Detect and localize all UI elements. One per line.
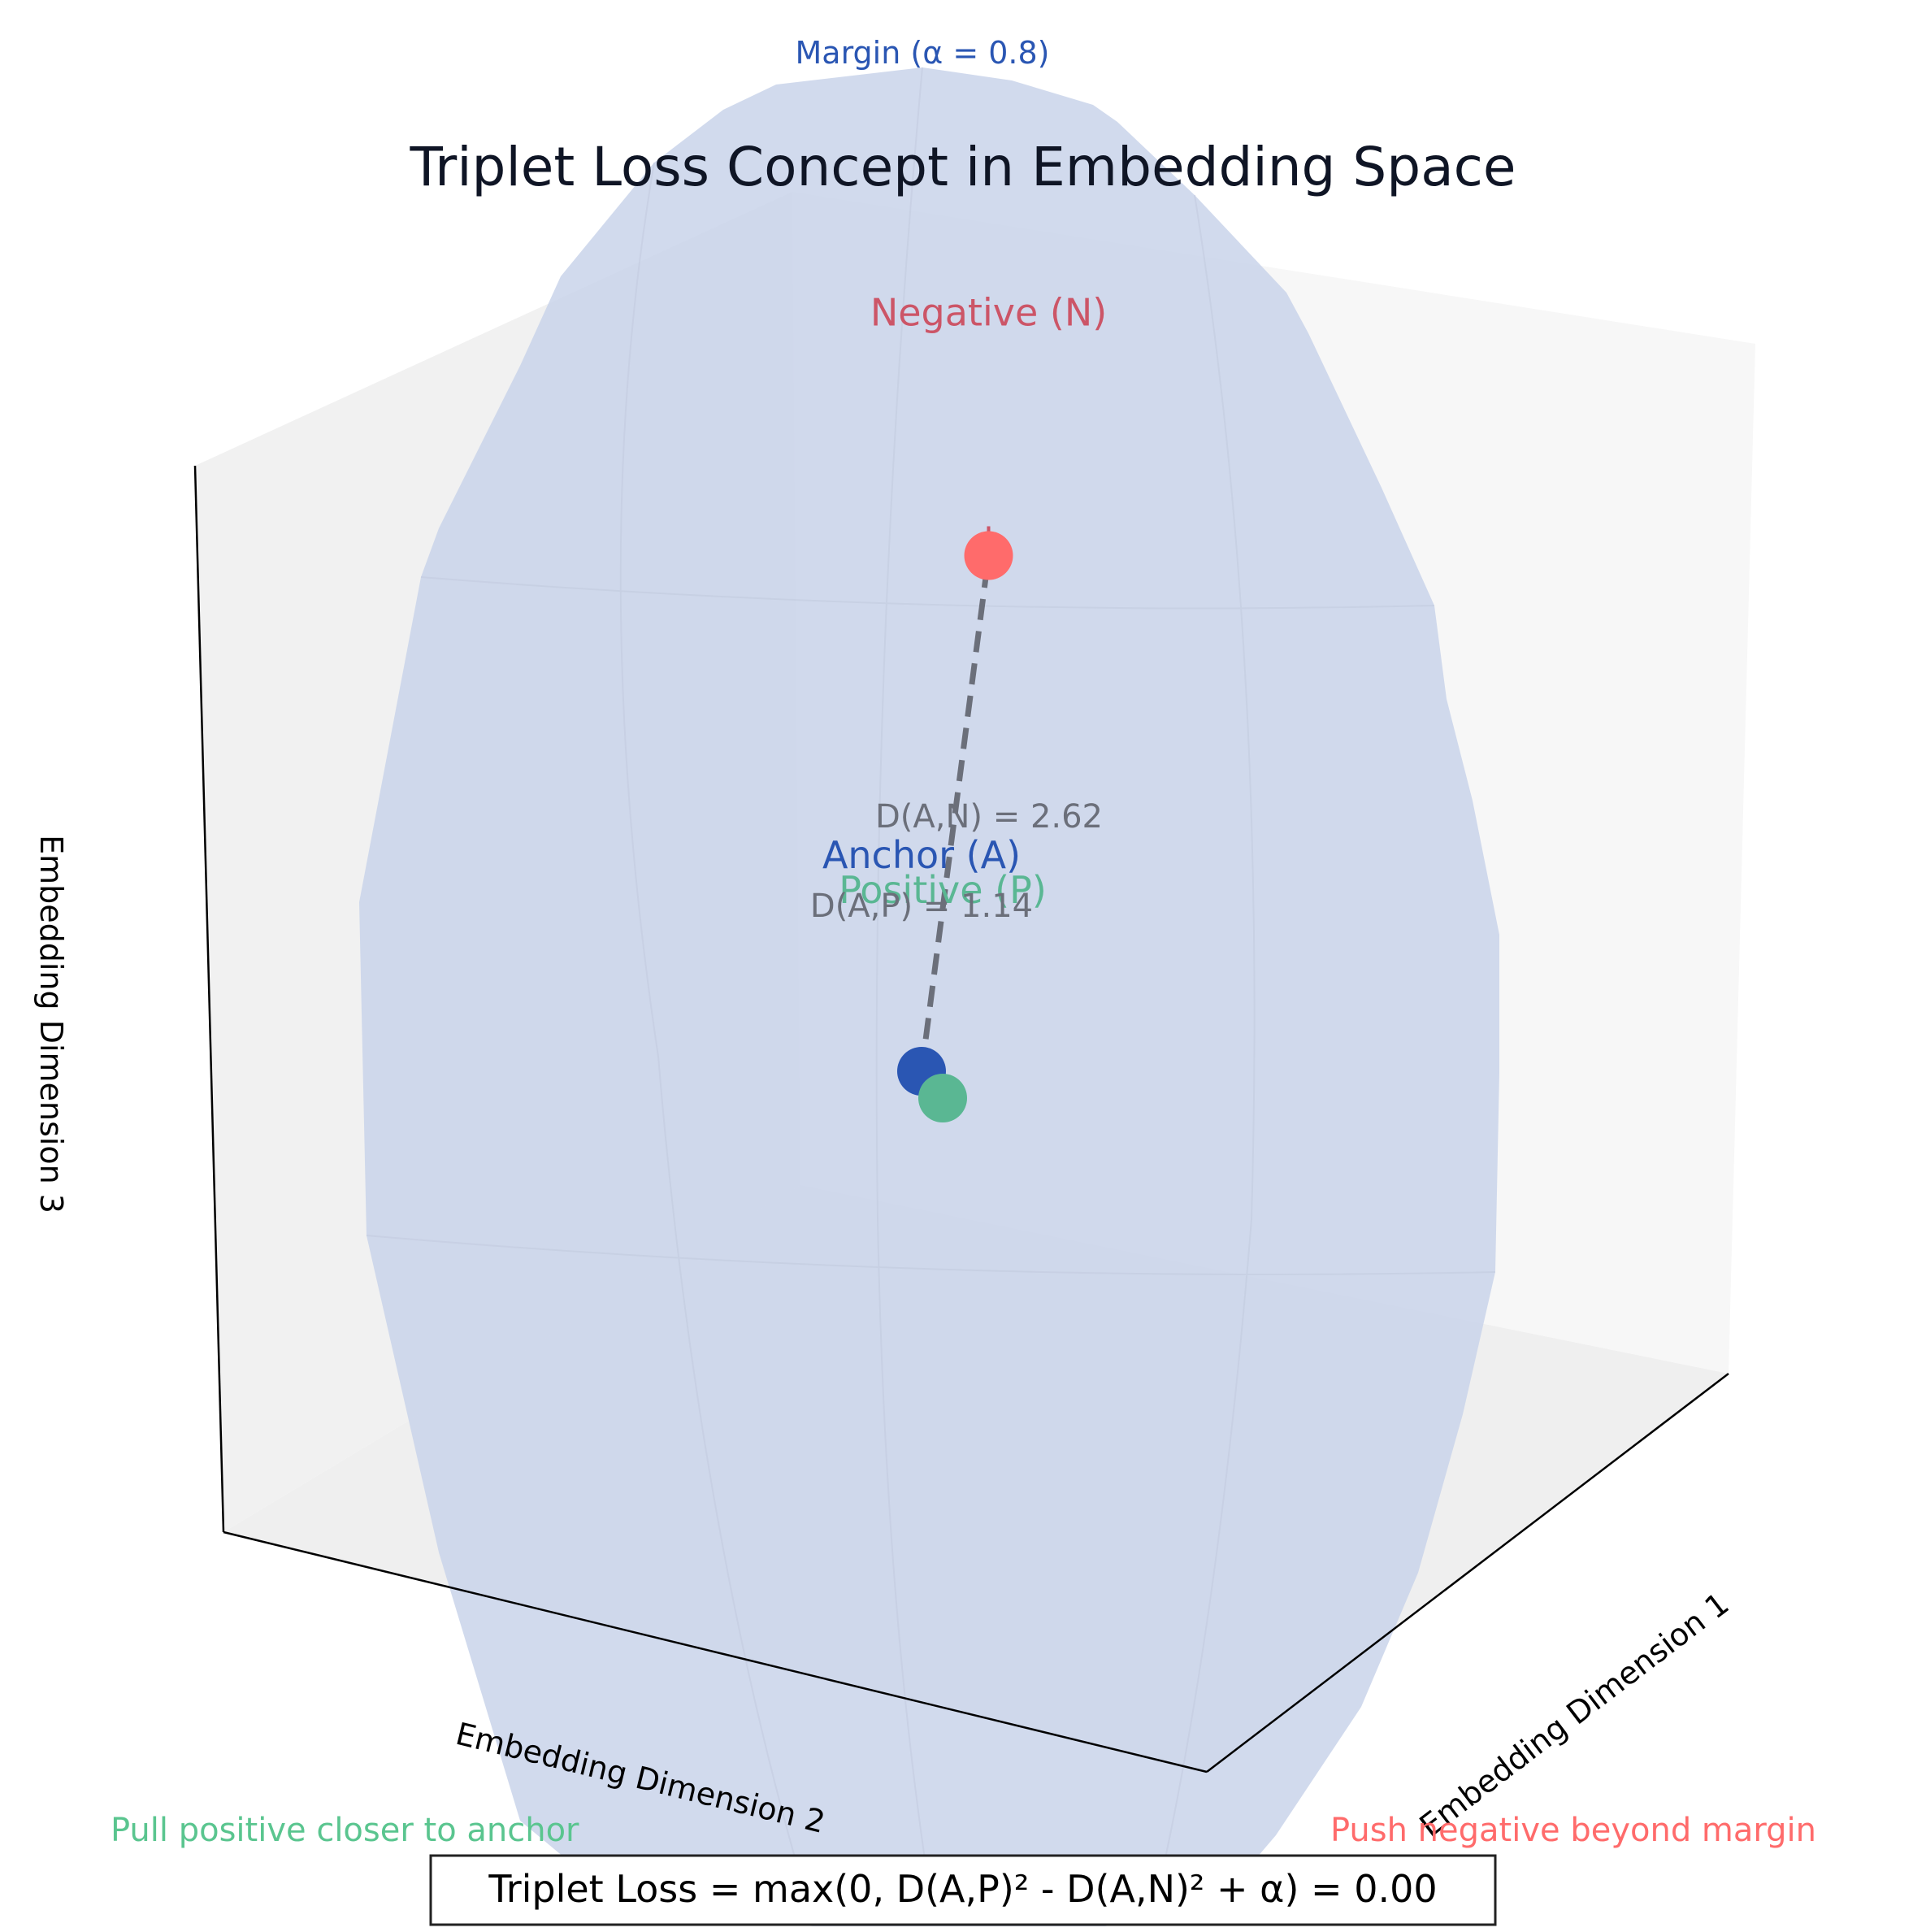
axis-lines	[193, 465, 1729, 1774]
push-annotation: Push negative beyond margin	[1330, 1812, 1816, 1849]
positive-label: Positive (P)	[839, 868, 1047, 912]
chart-title: Triplet Loss Concept in Embedding Space	[409, 136, 1516, 198]
distance-label-a-p: D(A,P) = 1.14	[810, 888, 1033, 925]
x-axis-line	[1206, 1373, 1729, 1773]
formula-box: Triplet Loss = max(0, D(A,P)² - D(A,N)² …	[429, 1854, 1497, 1926]
formula-text: Triplet Loss = max(0, D(A,P)² - D(A,N)² …	[488, 1867, 1437, 1911]
distance-line-a-n	[918, 555, 991, 1072]
sphere-facets	[366, 67, 1496, 1923]
z-axis-line	[193, 465, 225, 1533]
formula-box-frame	[429, 1854, 1497, 1926]
pull-annotation: Pull positive closer to anchor	[111, 1812, 579, 1849]
negative-label: Negative (N)	[870, 291, 1107, 335]
margin-label: Margin (α = 0.8)	[796, 35, 1050, 71]
anchor-label: Anchor (A)	[822, 833, 1021, 877]
positive-point	[918, 1074, 967, 1122]
z-axis-label: Embedding Dimension 3	[33, 835, 69, 1213]
data-layer: Positive (P)Anchor (A) Negative (N) D(A,P)…	[810, 291, 1107, 1122]
distance-label-a-n: D(A,N) = 2.62	[875, 798, 1103, 836]
y-axis-line	[223, 1530, 1208, 1774]
x-axis-label: Embedding Dimension 1	[1413, 1586, 1736, 1844]
negative-point	[964, 531, 1013, 580]
